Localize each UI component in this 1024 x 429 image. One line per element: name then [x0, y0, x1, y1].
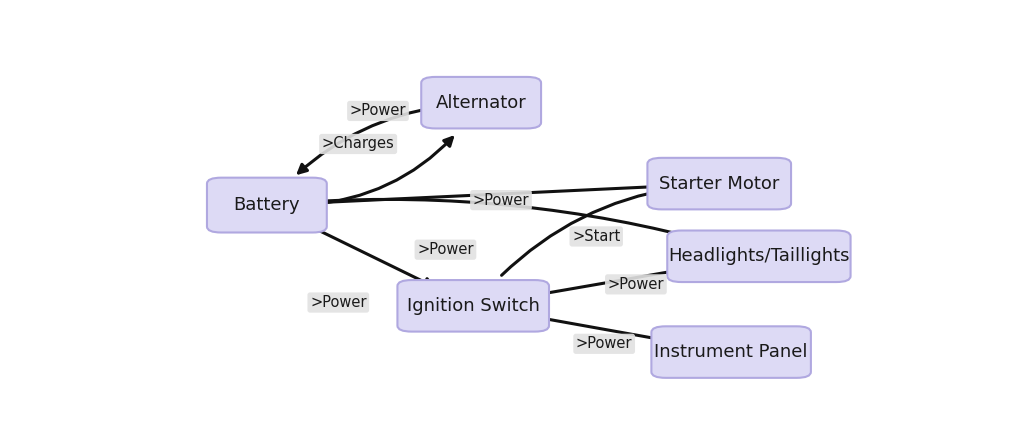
FancyArrowPatch shape [299, 106, 439, 173]
Text: Ignition Switch: Ignition Switch [407, 297, 540, 315]
FancyArrowPatch shape [514, 261, 715, 299]
FancyArrowPatch shape [502, 185, 675, 275]
FancyBboxPatch shape [651, 326, 811, 378]
FancyArrowPatch shape [308, 137, 453, 205]
Text: >Power: >Power [607, 277, 665, 292]
Text: Battery: Battery [233, 196, 300, 214]
FancyBboxPatch shape [421, 77, 541, 128]
Text: >Start: >Start [572, 229, 621, 244]
Text: >Power: >Power [575, 336, 633, 351]
FancyArrowPatch shape [308, 199, 716, 245]
Text: Instrument Panel: Instrument Panel [654, 343, 808, 361]
FancyBboxPatch shape [397, 280, 549, 332]
FancyBboxPatch shape [647, 158, 792, 209]
Text: Starter Motor: Starter Motor [659, 175, 779, 193]
Text: >Charges: >Charges [322, 136, 394, 151]
FancyArrowPatch shape [304, 224, 433, 286]
FancyArrowPatch shape [308, 182, 674, 203]
Text: >Power: >Power [417, 242, 474, 257]
FancyBboxPatch shape [668, 230, 851, 282]
Text: >Power: >Power [310, 295, 367, 310]
Text: Alternator: Alternator [436, 94, 526, 112]
FancyArrowPatch shape [514, 313, 687, 347]
FancyBboxPatch shape [207, 178, 327, 233]
Text: >Power: >Power [473, 193, 529, 208]
Text: >Power: >Power [350, 103, 407, 118]
Text: Headlights/Taillights: Headlights/Taillights [669, 247, 850, 265]
